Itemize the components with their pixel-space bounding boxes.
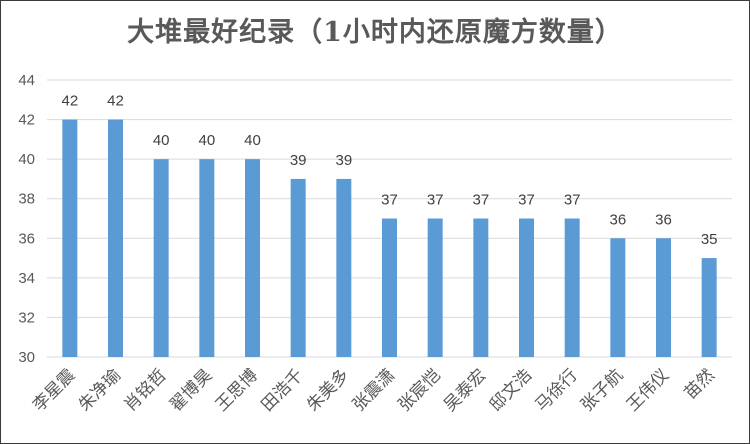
data-labels: 42 42 40 40 40 39 39 37 37 37 37 37 36 36 35: [61, 93, 717, 249]
bar: [656, 238, 671, 357]
bar: [519, 218, 534, 357]
data-label: 39: [290, 152, 307, 169]
bar: [108, 119, 123, 357]
x-tick-label: 翟博昊: [166, 365, 216, 415]
data-label: 40: [153, 132, 170, 149]
y-tick-label: 40: [18, 151, 35, 168]
bar: [473, 218, 489, 357]
data-label: 36: [655, 211, 672, 228]
x-tick-label: 张子航: [577, 365, 627, 415]
data-label: 37: [427, 192, 444, 209]
chart-title: 大堆最好纪录（1小时内还原魔方数量）: [127, 17, 623, 48]
x-tick-label: 张宸恺: [394, 365, 444, 415]
bar: [427, 218, 443, 357]
y-tick-label: 42: [18, 112, 35, 129]
x-tick-label: 王伟仪: [623, 365, 673, 415]
x-tick-label: 肖铭哲: [120, 365, 170, 415]
bar: [564, 218, 580, 357]
x-tick-label: 王思博: [212, 365, 262, 415]
data-label: 40: [244, 132, 261, 149]
bar: [153, 159, 169, 357]
y-axis-ticks: 30 32 34 36 38 40 42 44: [18, 72, 35, 366]
x-axis-labels: 李星震朱净瑜肖铭哲翟博昊王思博田浩千朱美多张震潇张宸恺吴泰宏邸文浩马徐行张子航王…: [29, 365, 719, 415]
y-tick-label: 32: [18, 309, 35, 326]
x-tick-label: 李星震: [29, 365, 79, 415]
bar: [382, 218, 397, 357]
bars: [62, 119, 717, 357]
data-label: 37: [472, 192, 489, 209]
x-tick-label: 马徐行: [531, 365, 581, 415]
y-tick-label: 38: [18, 191, 35, 208]
data-label: 36: [609, 211, 626, 228]
y-tick-label: 30: [18, 349, 35, 366]
data-label: 40: [198, 132, 215, 149]
x-tick-label: 苗然: [681, 365, 719, 403]
x-tick-label: 朱美多: [303, 365, 353, 415]
x-tick-label: 邸文浩: [486, 365, 536, 415]
data-label: 37: [564, 192, 581, 209]
x-tick-label: 朱净瑜: [75, 365, 125, 415]
data-label: 37: [518, 192, 535, 209]
bar: [245, 159, 260, 357]
data-label: 35: [701, 231, 718, 248]
y-tick-label: 34: [18, 270, 35, 287]
bar: [701, 258, 717, 357]
y-tick-label: 44: [18, 72, 35, 89]
bar: [199, 159, 215, 357]
x-tick-label: 张震潇: [349, 365, 399, 415]
x-tick-label: 田浩千: [257, 365, 307, 415]
bar: [610, 238, 626, 357]
bar: [290, 178, 306, 357]
data-label: 37: [381, 192, 398, 209]
bar: [336, 178, 352, 357]
bar: [62, 119, 78, 357]
data-label: 39: [335, 152, 352, 169]
data-label: 42: [107, 93, 124, 110]
data-label: 42: [61, 93, 78, 110]
x-tick-label: 吴泰宏: [440, 365, 490, 415]
y-tick-label: 36: [18, 230, 35, 247]
